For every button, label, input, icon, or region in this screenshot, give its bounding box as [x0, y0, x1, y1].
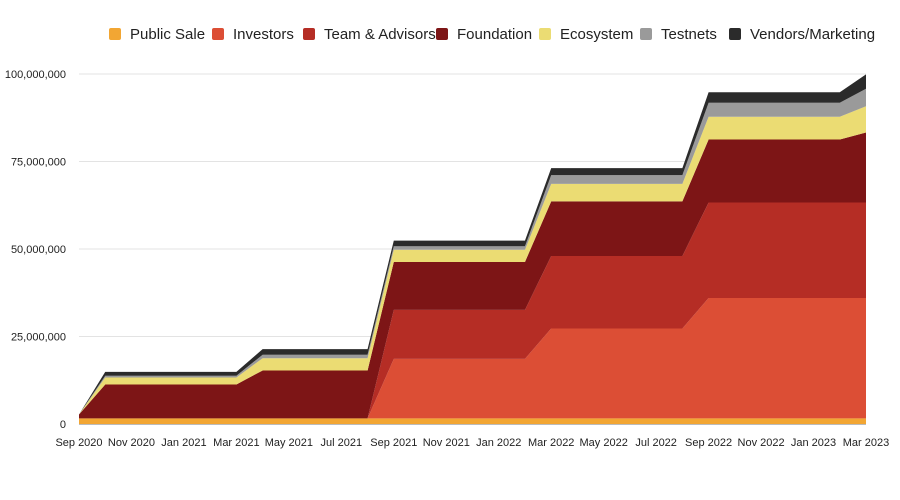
- x-tick-label: Mar 2022: [528, 437, 574, 449]
- legend-label: Testnets: [661, 25, 717, 43]
- legend-swatch: [212, 28, 224, 40]
- x-tick-label: Sep 2021: [370, 437, 417, 449]
- x-tick-label: Mar 2023: [843, 437, 889, 449]
- x-tick-label: Jan 2023: [791, 437, 836, 449]
- legend-item-testnets: Testnets: [640, 22, 717, 46]
- legend-item-ecosystem: Ecosystem: [539, 22, 633, 46]
- axes: 0 25,000,000 50,000,000 75,000,000 100,000,0…: [5, 69, 889, 449]
- area-team-advisors: [79, 202, 866, 419]
- legend-swatch: [303, 28, 315, 40]
- x-tick-label: Jan 2021: [161, 437, 206, 449]
- legend-label: Foundation: [457, 25, 533, 43]
- area-ecosystem: [79, 106, 866, 415]
- legend-item-public-sale: Public Sale: [109, 22, 205, 46]
- chart-legend: Public Sale Investors Team & Advisors Fo…: [0, 22, 900, 46]
- legend-item-investors: Investors: [212, 22, 294, 46]
- legend-item-vendors-marketing: Vendors/Marketing: [729, 22, 875, 46]
- y-tick-label: 50,000,000: [11, 244, 66, 256]
- x-tick-label: Sep 2020: [55, 437, 102, 449]
- legend-swatch: [109, 28, 121, 40]
- legend-swatch: [729, 28, 741, 40]
- x-tick-label: Sep 2022: [685, 437, 732, 449]
- x-tick-label: Nov 2022: [738, 437, 785, 449]
- legend-swatch: [539, 28, 551, 40]
- area-investors: [79, 298, 866, 419]
- x-tick-label: Nov 2020: [108, 437, 155, 449]
- area-foundation: [79, 132, 866, 419]
- area-vendors-marketing: [79, 74, 866, 415]
- y-tick-label: 25,000,000: [11, 332, 66, 344]
- legend-label: Public Sale: [130, 25, 206, 43]
- x-tick-label: May 2021: [265, 437, 313, 449]
- legend-swatch: [436, 28, 448, 40]
- x-tick-label: Jul 2022: [635, 437, 677, 449]
- y-tick-label: 100,000,000: [5, 69, 66, 81]
- area-public-sale: [79, 418, 866, 424]
- legend-swatch: [640, 28, 652, 40]
- x-tick-label: Jul 2021: [321, 437, 363, 449]
- legend-label: Investors: [233, 25, 294, 43]
- legend-item-foundation: Foundation: [436, 22, 532, 46]
- x-tick-label: Mar 2021: [213, 437, 259, 449]
- y-tick-label: 0: [60, 419, 66, 431]
- x-tick-label: Jan 2022: [476, 437, 521, 449]
- x-tick-label: Nov 2021: [423, 437, 470, 449]
- legend-label: Team & Advisors: [324, 25, 436, 43]
- legend-label: Ecosystem: [560, 25, 634, 43]
- x-tick-label: May 2022: [580, 437, 628, 449]
- stacked-areas: [79, 74, 866, 424]
- legend-item-team-advisors: Team & Advisors: [303, 22, 436, 46]
- legend-label: Vendors/Marketing: [750, 25, 876, 43]
- y-tick-label: 75,000,000: [11, 157, 66, 169]
